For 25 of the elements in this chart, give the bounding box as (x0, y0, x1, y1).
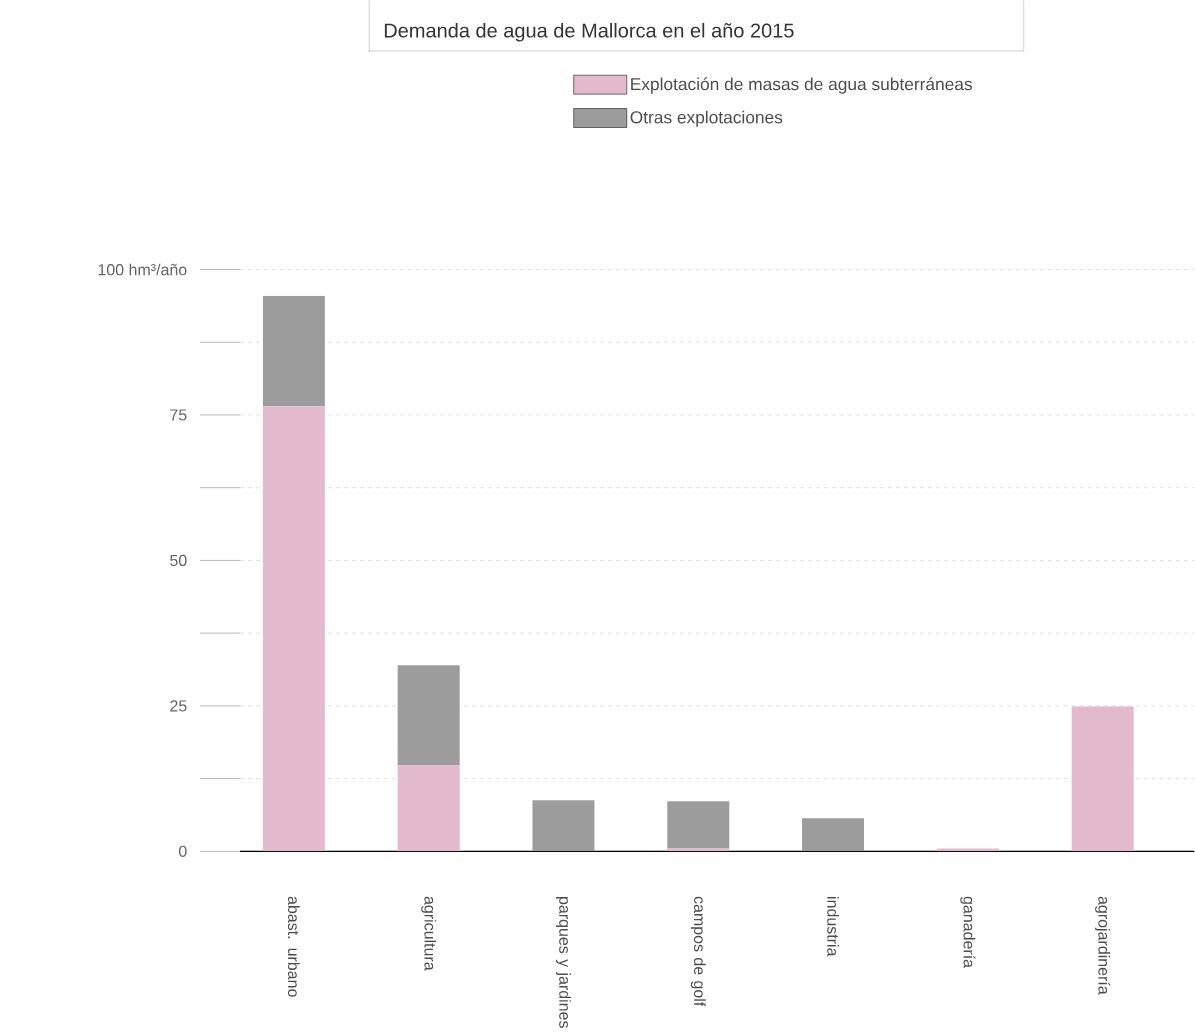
x-tick-label: industria (827, 897, 839, 957)
y-tick-label: 0 (178, 845, 187, 858)
legend-label: Otras explotaciones (630, 110, 783, 127)
chart-title: Demanda de agua de Mallorca en el año 2015 (384, 23, 794, 42)
bar (667, 801, 730, 849)
legend-label: Explotación de masas de agua subterráneas (631, 77, 972, 94)
bar (667, 848, 730, 852)
x-tick-label: abast. urbano (287, 896, 300, 997)
y-tick-label: 50 (170, 554, 187, 567)
x-tick-label: campos de golf (690, 896, 706, 1007)
x-tick-label: agrojardinería (1095, 896, 1111, 995)
bar (802, 818, 865, 852)
bar (262, 406, 325, 852)
y-tick-label: 75 (170, 409, 187, 421)
x-tick-label: parques y jardines (556, 897, 571, 1028)
y-tick-label: 100 hm³/año (98, 263, 187, 276)
bar (262, 295, 325, 407)
bar (936, 848, 999, 852)
bar (397, 765, 460, 852)
bar (532, 800, 595, 852)
bar (397, 665, 460, 766)
y-tick-label: 25 (170, 700, 187, 712)
x-tick-label: agricultura (421, 896, 437, 971)
bar (1071, 706, 1134, 852)
x-tick-label: ganadería (960, 896, 976, 969)
